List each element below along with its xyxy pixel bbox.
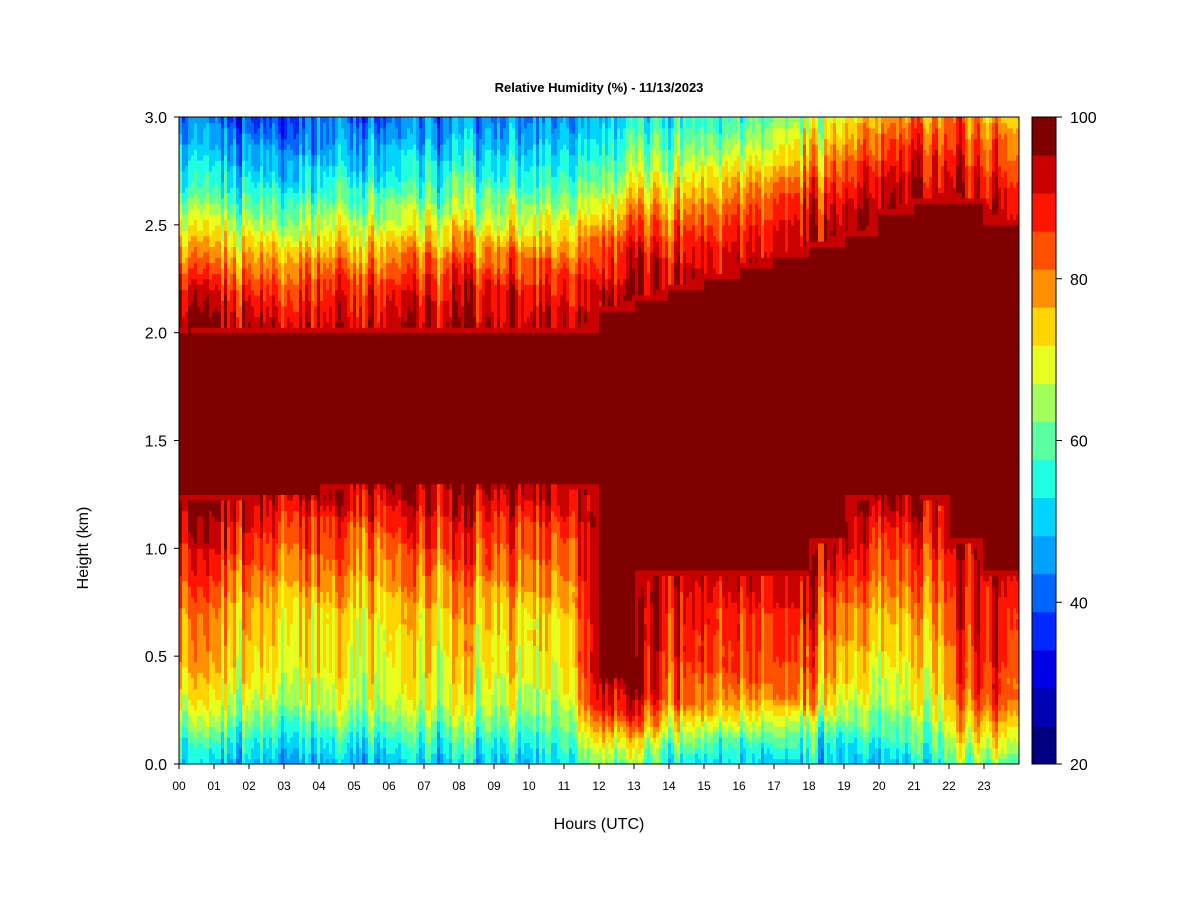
chart-title: Relative Humidity (%) - 11/13/2023: [495, 80, 704, 95]
plot-area: [179, 117, 1020, 765]
